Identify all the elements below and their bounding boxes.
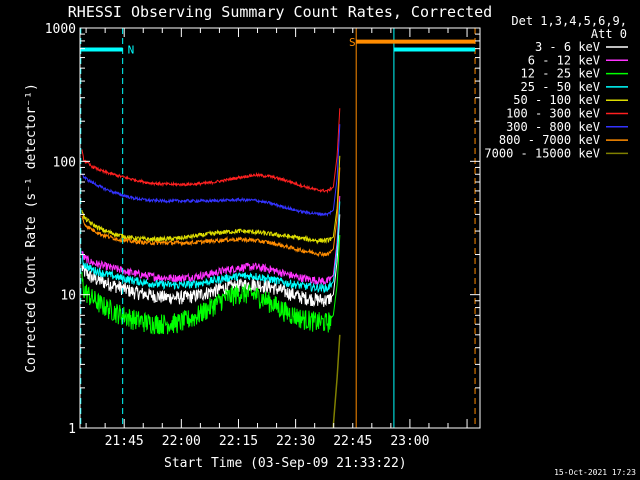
y-tick-label: 10 — [60, 289, 76, 304]
legend-label: 300 - 800 keV — [506, 120, 600, 134]
series-line-1 — [81, 214, 341, 308]
series-line-5 — [81, 155, 341, 245]
x-tick-label: 22:45 — [333, 434, 372, 449]
x-tick-label: 22:30 — [276, 434, 315, 449]
legend-label: 12 - 25 keV — [521, 67, 600, 81]
y-tick-label: 1 — [68, 422, 76, 437]
legend-label: 25 - 50 keV — [521, 80, 600, 94]
x-tick-label: 23:00 — [390, 434, 429, 449]
legend-header-line-2: Att 0 — [591, 27, 627, 41]
chart-title: RHESSI Observing Summary Count Rates, Co… — [68, 3, 492, 21]
legend-label: 6 - 12 keV — [528, 53, 600, 67]
x-axis-label: Start Time (03-Sep-09 21:33:22) — [164, 456, 407, 471]
x-tick-label: 21:45 — [105, 434, 144, 449]
x-tick-label: 22:00 — [162, 434, 201, 449]
y-axis-label: Corrected Count Rate (s⁻¹ detector⁻¹) — [24, 83, 39, 373]
annotation-1: N — [128, 44, 135, 57]
y-tick-label: 100 — [53, 155, 76, 170]
series-line-3 — [81, 235, 341, 335]
axes: 21:45 22:00 22:15 22:30 22:45 23:00 1 10 100 1000 — [45, 22, 481, 449]
legend-label: 3 - 6 keV — [535, 40, 600, 54]
legend-label: 800 - 7000 keV — [499, 133, 600, 147]
legend-label: 100 - 300 keV — [506, 107, 600, 121]
annotation-2: S — [349, 36, 356, 49]
y-tick-label: 1000 — [45, 22, 76, 37]
series-line-6 — [81, 108, 341, 194]
legend-label: 7000 - 15000 keV — [484, 146, 600, 160]
plot-frame — [79, 27, 481, 429]
series-line-7 — [81, 124, 341, 218]
series-line-2 — [81, 195, 341, 286]
series-line-8 — [81, 167, 341, 258]
series-line-4 — [81, 201, 341, 294]
legend-header-line-1: Det 1,3,4,5,6,9, — [511, 14, 627, 28]
x-tick-label: 22:15 — [219, 434, 258, 449]
legend-label: 50 - 100 keV — [513, 93, 600, 107]
generation-timestamp: 15-Oct-2021 17:23 — [554, 468, 636, 477]
